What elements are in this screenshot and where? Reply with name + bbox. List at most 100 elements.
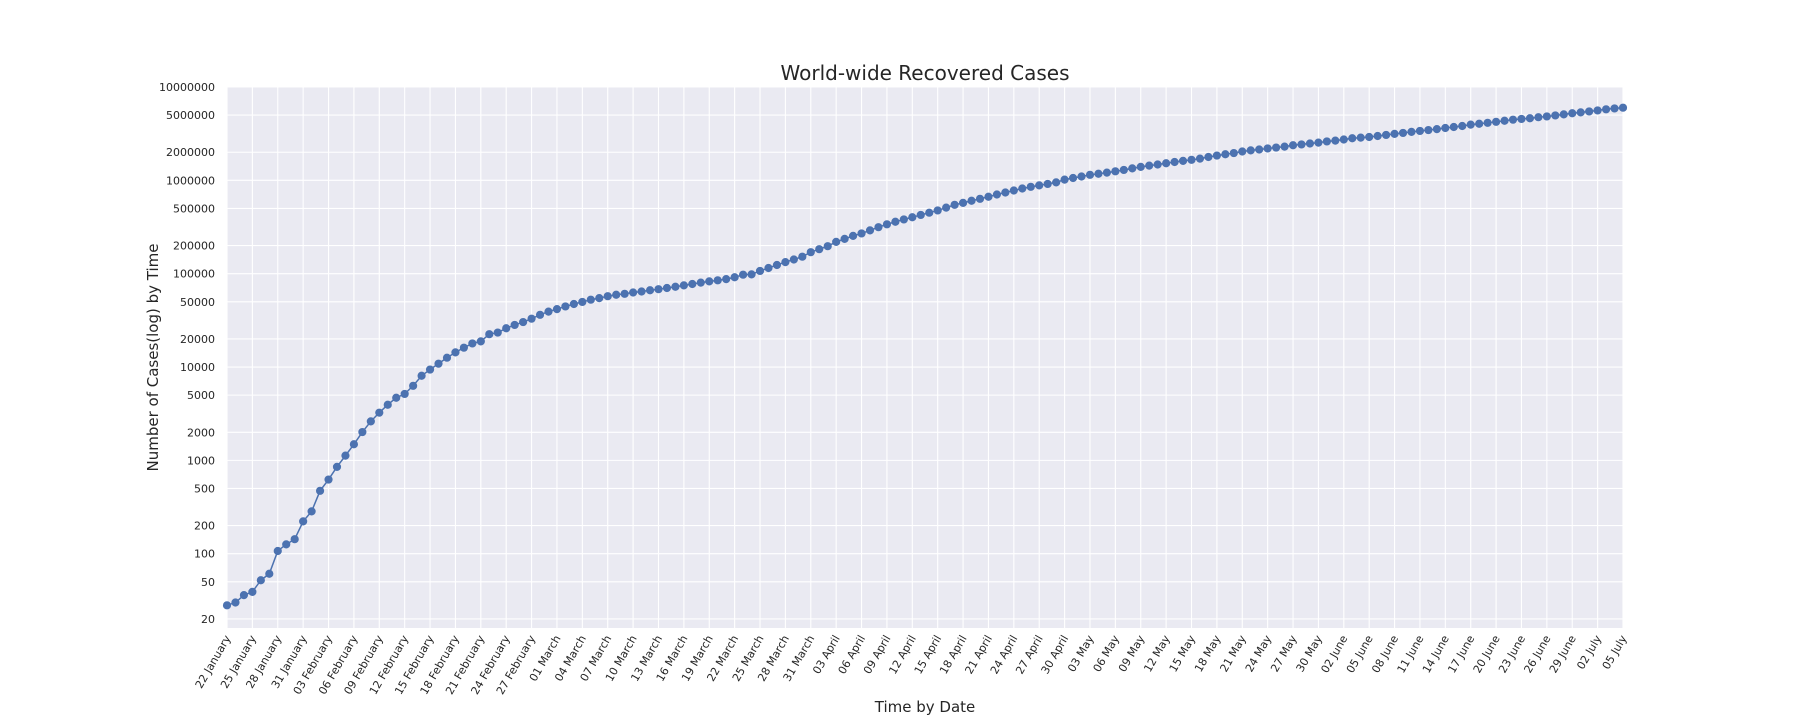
data-point [815, 245, 824, 254]
data-point [1491, 117, 1501, 126]
data-point [612, 290, 621, 299]
data-point [1365, 132, 1374, 142]
data-point [1483, 118, 1492, 127]
data-point [975, 194, 985, 203]
data-point [307, 507, 316, 516]
data-point [874, 223, 883, 232]
data-point [603, 292, 612, 301]
y-tick-label: 200000 [173, 240, 215, 253]
data-point [1077, 172, 1086, 181]
data-point [535, 310, 545, 319]
data-point [239, 591, 249, 600]
data-point [434, 359, 443, 368]
data-point [1229, 148, 1238, 158]
y-tick-label: 10000000 [159, 81, 215, 94]
data-point [1153, 160, 1162, 169]
data-point [1187, 155, 1196, 164]
data-point [730, 273, 739, 282]
data-point [392, 393, 401, 402]
y-tick-label: 500000 [173, 202, 215, 215]
data-point [299, 517, 308, 526]
y-tick-label: 5000000 [166, 109, 215, 122]
data-point [840, 234, 849, 243]
y-tick-label: 200 [194, 520, 215, 533]
data-point [688, 279, 697, 289]
data-point [696, 278, 705, 287]
data-point [1204, 152, 1213, 162]
data-point [1373, 131, 1382, 141]
data-point [1288, 141, 1298, 150]
data-point [899, 215, 908, 224]
data-point [1348, 134, 1357, 143]
data-point [1263, 144, 1272, 153]
data-point [1534, 113, 1543, 122]
data-point [1001, 188, 1010, 197]
data-point [375, 408, 384, 417]
data-point [1162, 159, 1171, 168]
data-point [1432, 125, 1441, 134]
data-point [417, 371, 426, 380]
data-point [468, 339, 477, 348]
y-tick-label: 5000 [187, 389, 215, 402]
data-point [383, 400, 392, 409]
data-point [409, 381, 418, 390]
data-point [358, 427, 367, 437]
series [222, 103, 1628, 610]
data-point [1272, 143, 1281, 152]
data-point [781, 258, 790, 267]
data-point [1331, 136, 1340, 145]
data-point [629, 288, 638, 297]
data-point [1610, 104, 1619, 113]
data-point [1559, 110, 1568, 119]
data-point [510, 320, 519, 330]
data-point [1119, 165, 1128, 175]
data-point [713, 276, 722, 285]
data-point [891, 217, 900, 226]
y-tick-label: 1000 [187, 454, 215, 467]
data-point [1035, 181, 1044, 190]
x-tick-label: 05 July [1600, 633, 1630, 672]
y-tick-label: 20000 [180, 333, 215, 346]
data-point [1052, 178, 1061, 187]
data-point [789, 255, 798, 264]
data-point [451, 348, 460, 357]
data-point [366, 417, 375, 426]
data-point [290, 535, 299, 544]
y-tick-label: 100000 [173, 268, 215, 281]
data-point [1551, 111, 1560, 120]
data-point [662, 283, 672, 293]
data-point [561, 302, 570, 311]
data-point [1170, 157, 1179, 167]
x-axis-label: Time by Date [874, 698, 976, 716]
data-point [1449, 122, 1458, 132]
data-point [925, 208, 934, 217]
data-point [1458, 121, 1467, 131]
data-point [315, 486, 325, 495]
data-point [865, 226, 875, 235]
data-point [222, 601, 232, 610]
data-point [1221, 150, 1230, 159]
data-point [1390, 129, 1399, 138]
gridlines [226, 86, 1624, 628]
data-point [595, 294, 604, 303]
data-point [544, 307, 553, 316]
data-point [586, 295, 595, 304]
y-axis-label: Number of Cases(log) by Time [144, 244, 162, 472]
data-point [569, 299, 578, 309]
data-point [942, 203, 951, 212]
data-point [1618, 103, 1628, 112]
data-point [1356, 133, 1365, 142]
data-point [341, 451, 350, 460]
data-point [984, 192, 993, 201]
data-point [992, 190, 1002, 199]
data-point [671, 282, 680, 291]
data-point [1085, 170, 1095, 179]
data-point [798, 252, 807, 261]
data-point [772, 260, 782, 270]
data-point [857, 229, 866, 238]
data-point [1424, 125, 1433, 135]
data-point [248, 587, 257, 596]
data-point [1128, 164, 1137, 173]
